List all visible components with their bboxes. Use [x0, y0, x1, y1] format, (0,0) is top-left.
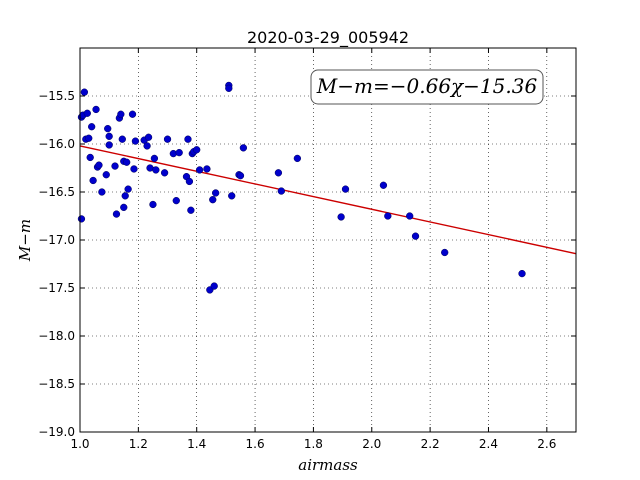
data-point — [187, 206, 195, 214]
y-tick-label: −17.0 — [38, 233, 75, 247]
x-tick-label: 1.6 — [246, 437, 265, 451]
data-point — [120, 203, 128, 212]
data-point — [293, 154, 302, 163]
data-point — [85, 134, 93, 142]
x-axis-title: airmass — [298, 456, 358, 474]
data-point — [105, 132, 113, 140]
data-point — [379, 181, 388, 189]
data-point — [210, 282, 218, 290]
chart-title: 2020-03-29_005942 — [247, 28, 409, 48]
x-tick-label: 1.2 — [129, 437, 148, 451]
data-point — [112, 210, 121, 218]
data-point — [89, 176, 97, 185]
data-point — [149, 200, 157, 209]
data-point — [98, 188, 106, 196]
x-tick-label: 1.4 — [187, 437, 206, 451]
data-point — [193, 146, 201, 154]
y-tick-label: −19.0 — [38, 425, 75, 439]
data-point — [105, 141, 113, 149]
data-point — [185, 177, 194, 186]
y-tick-label: −15.5 — [38, 89, 75, 103]
data-point — [80, 88, 89, 96]
data-point — [195, 166, 204, 174]
data-point — [209, 196, 217, 204]
data-point — [111, 162, 119, 170]
y-axis-title: M−m — [16, 219, 34, 262]
data-point — [121, 192, 129, 200]
y-tick-label: −17.5 — [38, 281, 75, 295]
data-point — [95, 161, 103, 169]
data-point — [86, 153, 94, 162]
data-point — [130, 165, 138, 173]
data-point — [143, 142, 151, 150]
data-point — [128, 110, 137, 118]
x-tick-labels: 1.0 1.2 1.4 1.6 1.8 2.0 2.2 2.4 2.6 — [70, 437, 556, 451]
data-point — [152, 166, 160, 174]
data-point — [104, 124, 112, 133]
data-point — [239, 144, 248, 152]
axis-ticks — [79, 48, 576, 433]
data-point — [117, 110, 125, 118]
fit-line-group — [79, 145, 577, 255]
data-point — [225, 84, 233, 92]
data-point — [236, 172, 245, 180]
annotation-text: M−m=−0.66χ−15.36 — [316, 74, 538, 98]
data-point — [228, 192, 236, 200]
data-point — [212, 189, 220, 197]
annotation-box — [310, 69, 544, 105]
data-point — [441, 248, 449, 257]
data-point — [203, 165, 211, 173]
data-point — [123, 158, 131, 166]
grid-lines — [79, 48, 576, 433]
x-tick-label: 2.6 — [537, 437, 556, 451]
data-point — [102, 171, 110, 179]
data-point — [277, 187, 285, 195]
data-point — [172, 196, 180, 205]
x-tick-label: 2.0 — [362, 437, 381, 451]
data-point — [118, 135, 126, 143]
data-point — [124, 185, 132, 193]
y-tick-label: −18.5 — [38, 377, 75, 391]
x-tick-label: 1.0 — [70, 437, 89, 451]
data-point — [160, 169, 169, 177]
data-point — [274, 169, 283, 177]
data-point — [163, 135, 172, 143]
y-tick-label: −16.0 — [38, 137, 75, 151]
data-point — [175, 148, 183, 157]
data-point — [92, 105, 100, 114]
data-point — [131, 137, 140, 145]
x-tick-label: 2.4 — [479, 437, 498, 451]
y-tick-label: −18.0 — [38, 329, 75, 343]
data-point — [518, 269, 526, 278]
y-tick-labels: −15.5 −16.0 −16.5 −17.0 −17.5 −18.0 −18.5 −19.0 — [38, 89, 75, 439]
fit-line — [79, 145, 577, 255]
data-point — [184, 135, 192, 143]
y-tick-label: −16.5 — [38, 185, 75, 199]
fit-annotation: M−m=−0.66χ−15.36 — [310, 69, 544, 105]
data-point — [88, 123, 96, 131]
x-tick-label: 1.8 — [304, 437, 323, 451]
data-point — [150, 154, 159, 163]
data-point — [406, 212, 414, 220]
data-point — [144, 133, 153, 141]
data-point — [384, 212, 392, 220]
data-point — [83, 109, 91, 117]
data-point — [77, 215, 86, 223]
data-points — [77, 81, 526, 294]
x-tick-label: 2.2 — [421, 437, 440, 451]
data-point — [341, 185, 350, 193]
data-point — [411, 232, 420, 240]
data-point — [337, 213, 345, 221]
